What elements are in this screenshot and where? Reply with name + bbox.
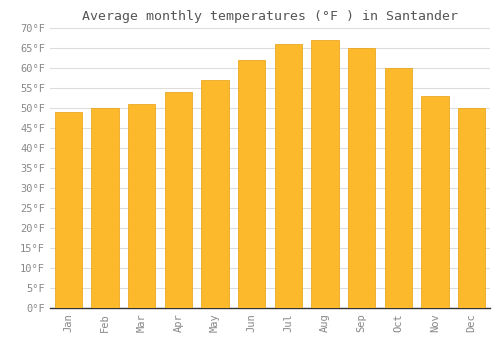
Title: Average monthly temperatures (°F ) in Santander: Average monthly temperatures (°F ) in Sa…: [82, 10, 458, 23]
Bar: [54, 112, 82, 308]
Bar: [274, 44, 302, 308]
Bar: [238, 60, 266, 308]
Bar: [201, 80, 229, 308]
Bar: [311, 40, 339, 308]
Bar: [164, 92, 192, 308]
Bar: [384, 68, 412, 308]
Bar: [91, 108, 119, 308]
Bar: [128, 104, 156, 308]
Bar: [421, 96, 448, 308]
Bar: [458, 108, 485, 308]
Bar: [348, 48, 376, 308]
